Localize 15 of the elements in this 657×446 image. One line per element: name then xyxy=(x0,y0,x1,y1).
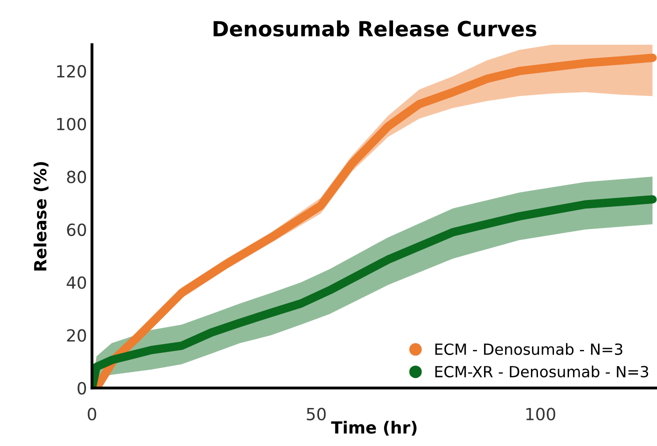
y-tick-label: 60 xyxy=(67,223,86,236)
y-tick-label: 120 xyxy=(57,64,86,78)
x-tick-label: 50 xyxy=(306,408,326,420)
y-tick-label: 0 xyxy=(78,382,86,395)
x-axis-title: Time (hr) xyxy=(331,420,416,436)
y-tick-label: 20 xyxy=(67,329,86,342)
x-tick-label: 100 xyxy=(526,408,556,420)
y-axis-title: Release (%) xyxy=(34,162,48,270)
y-tick-label: 40 xyxy=(66,276,86,289)
chart-title: Denosumab Release Curves xyxy=(214,20,536,37)
x-tick-label: 0 xyxy=(88,408,96,420)
legend-label: ECM - Denosumab - N=3 xyxy=(435,343,622,355)
y-tick-label: 80 xyxy=(67,170,86,184)
legend-label: ECM-XR - Denosumab - N=3 xyxy=(435,366,648,378)
y-tick-label: 100 xyxy=(57,118,86,130)
